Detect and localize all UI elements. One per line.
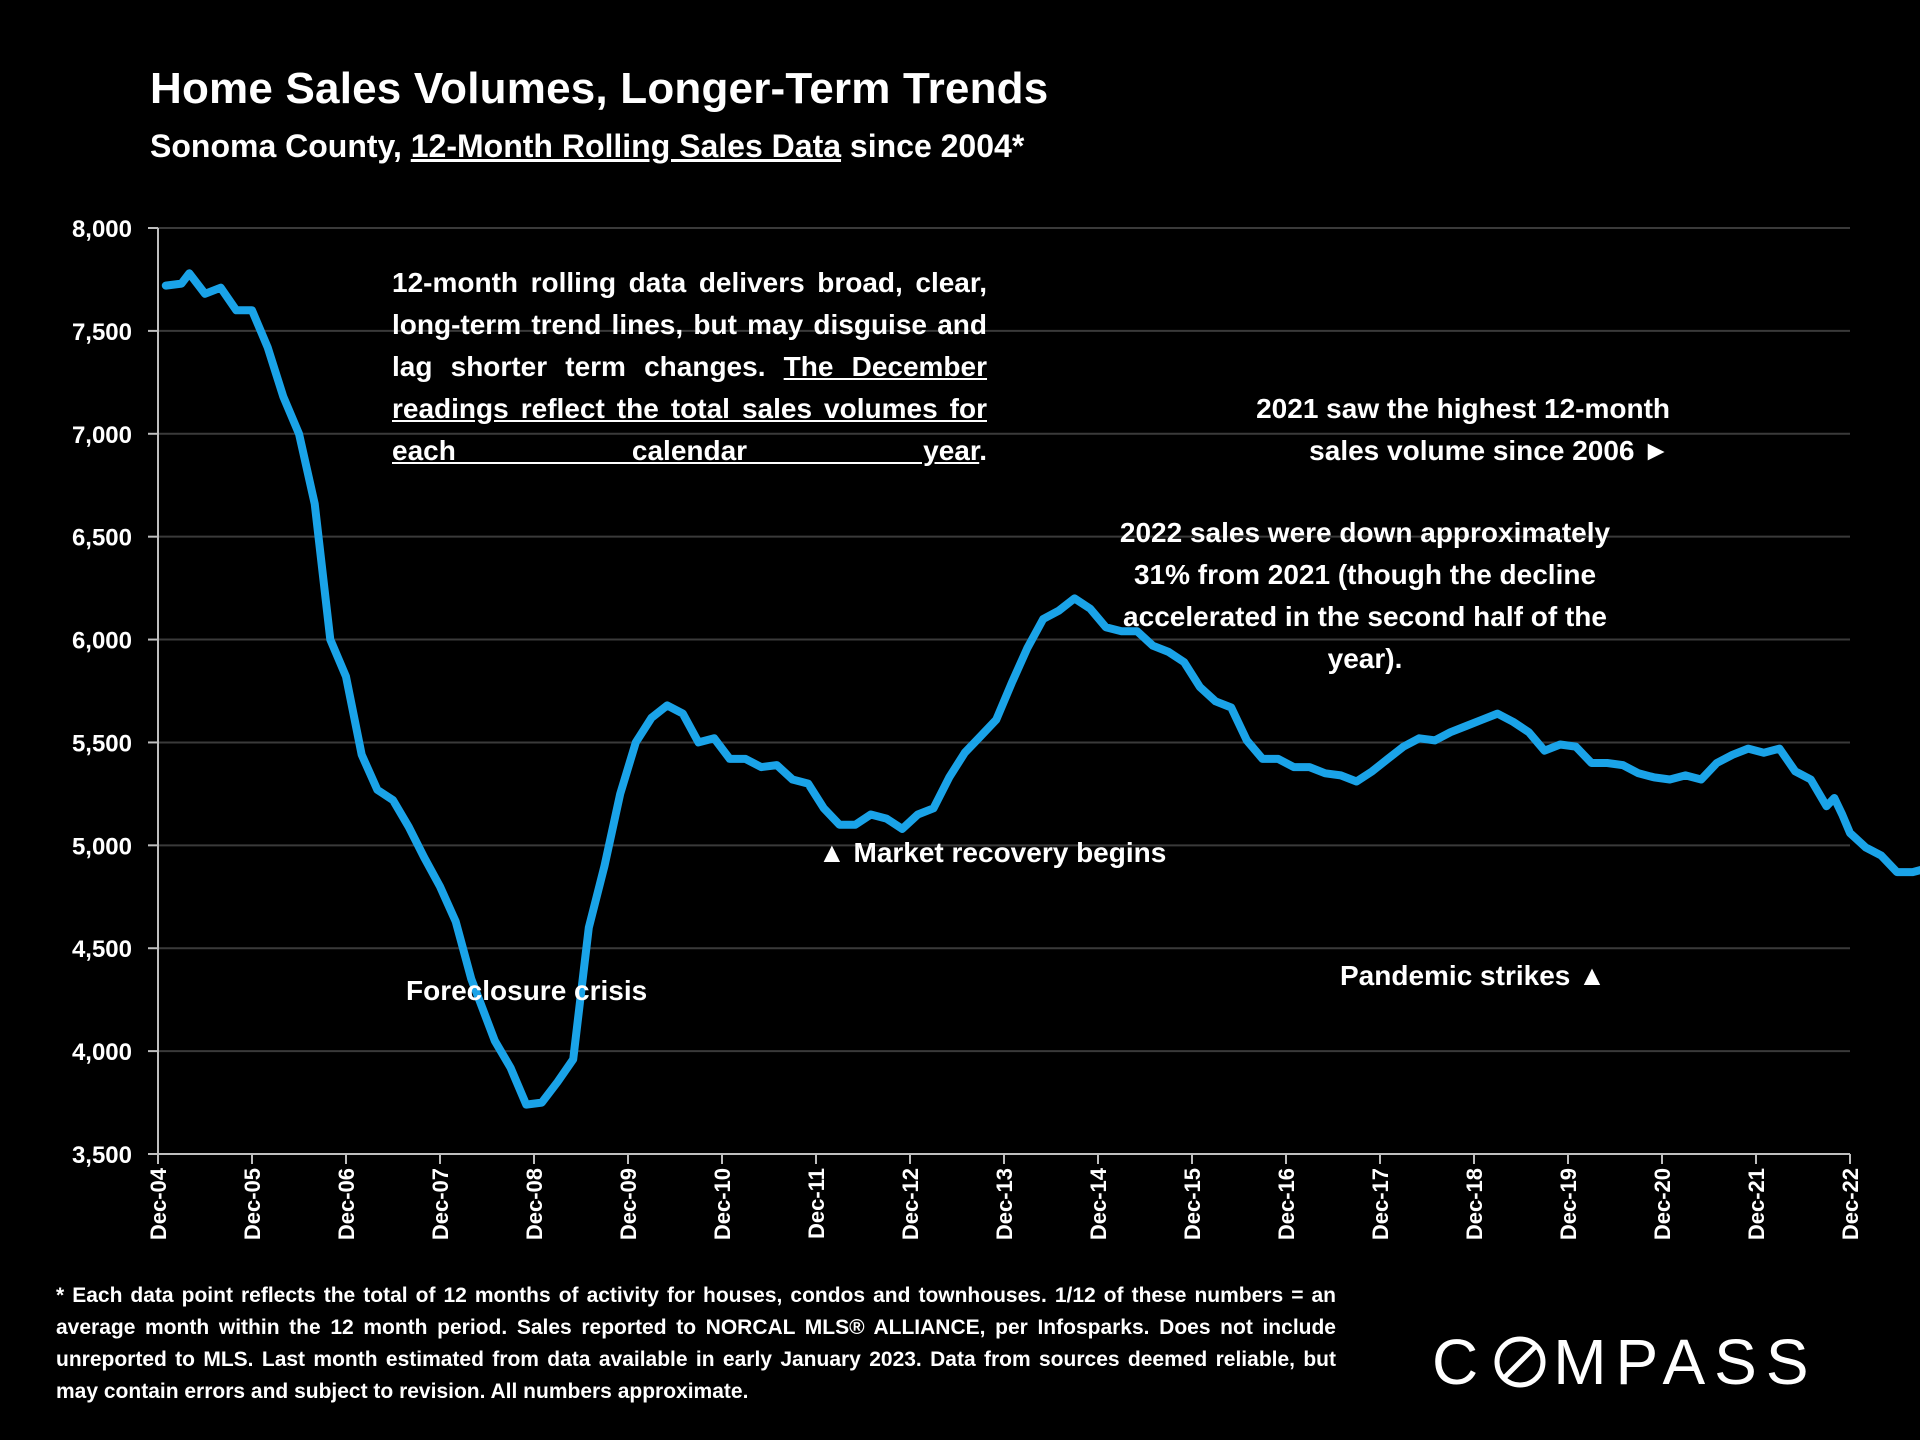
y-tick-label: 3,500 xyxy=(72,1142,132,1169)
x-tick-label: Dec-05 xyxy=(240,1168,265,1240)
y-tick-label: 5,000 xyxy=(72,833,132,860)
y-tick-label: 6,500 xyxy=(72,525,132,552)
y-tick-label: 4,000 xyxy=(72,1039,132,1066)
x-tick-label: Dec-10 xyxy=(710,1168,735,1240)
y-tick-label: 7,000 xyxy=(72,422,132,449)
series-layer xyxy=(161,269,1920,1109)
annotation-rolling-plain: 12-month rolling data delivers broad, cl… xyxy=(392,267,987,382)
x-tick-label: Dec-16 xyxy=(1274,1168,1299,1240)
y-tick-label: 6,000 xyxy=(72,628,132,655)
grid-lines xyxy=(158,227,1850,1053)
annotation-market-recovery: ▲ Market recovery begins xyxy=(818,837,1167,868)
x-tick-label: Dec-04 xyxy=(146,1167,171,1240)
x-tick-label: Dec-09 xyxy=(616,1168,641,1240)
annotation-pandemic-strikes: Pandemic strikes ▲ xyxy=(1340,960,1606,991)
y-tick-label: 8,000 xyxy=(72,216,132,243)
subtitle-suffix: since 2004* xyxy=(841,128,1025,164)
annotation-rolling-end: . xyxy=(979,435,987,466)
logo-text-end: MPASS xyxy=(1553,1326,1818,1398)
subtitle-prefix: Sonoma County, xyxy=(150,128,411,164)
x-tick-label: Dec-15 xyxy=(1180,1168,1205,1240)
y-tick-label: 4,500 xyxy=(72,936,132,963)
x-tick-label: Dec-07 xyxy=(428,1168,453,1240)
x-tick-label: Dec-22 xyxy=(1838,1168,1863,1240)
y-tick-label: 5,500 xyxy=(72,730,132,757)
x-tick-label: Dec-08 xyxy=(522,1168,547,1240)
x-tick-label: Dec-18 xyxy=(1462,1168,1487,1240)
logo-text-start: C xyxy=(1432,1326,1488,1398)
annotation-foreclosure-crisis: Foreclosure crisis xyxy=(406,975,648,1006)
y-tick-labels: 3,500 4,000 4,500 5,000 5,500 6,000 6,500 7,000… xyxy=(72,216,132,1169)
x-tick-labels: Dec-04 Dec-05 Dec-06 Dec-07 Dec-08 Dec-09 Dec-… xyxy=(146,1167,1863,1240)
series-line-sales-volume xyxy=(161,269,1920,1109)
footnote: * Each data point reflects the total of … xyxy=(56,1284,1336,1403)
annotation-peak-2021: 2021 saw the highest 12-month sales volu… xyxy=(1256,393,1670,466)
annotation-rolling-data: 12-month rolling data delivers broad, cl… xyxy=(392,262,987,472)
compass-o-icon xyxy=(1494,1336,1546,1388)
annotation-rolling-underlined: The December readings reflect the total … xyxy=(392,351,988,466)
compass-logo: C MPASS xyxy=(1432,1325,1818,1399)
chart-subtitle: Sonoma County, 12-Month Rolling Sales Da… xyxy=(150,128,1024,165)
x-tick-label: Dec-12 xyxy=(898,1168,923,1240)
x-tick-label: Dec-13 xyxy=(992,1168,1017,1240)
x-tick-label: Dec-19 xyxy=(1556,1168,1581,1240)
x-tick-label: Dec-11 xyxy=(804,1168,829,1239)
x-tick-label: Dec-17 xyxy=(1368,1168,1393,1240)
x-tick-label: Dec-20 xyxy=(1650,1168,1675,1240)
x-tick-label: Dec-21 xyxy=(1744,1168,1769,1240)
y-tick-label: 7,500 xyxy=(72,319,132,346)
x-tick-label: Dec-14 xyxy=(1086,1167,1111,1240)
chart-title: Home Sales Volumes, Longer-Term Trends xyxy=(150,64,1049,113)
subtitle-underlined: 12-Month Rolling Sales Data xyxy=(410,128,842,164)
x-tick-label: Dec-06 xyxy=(334,1168,359,1240)
annotation-decline-2022: 2022 sales were down approximately 31% f… xyxy=(1119,517,1611,674)
axes xyxy=(148,227,1851,1164)
